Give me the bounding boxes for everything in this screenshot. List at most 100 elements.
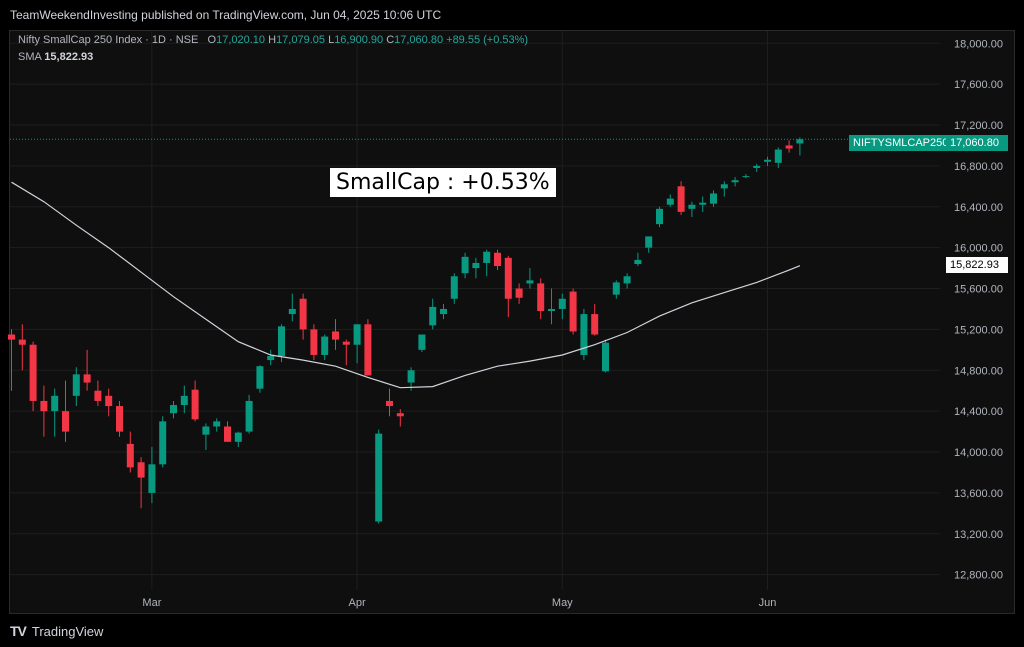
candle-body	[288, 308, 296, 315]
candle-body	[72, 374, 80, 396]
candle-body	[245, 400, 253, 432]
candle-body	[753, 165, 761, 168]
candle-body	[224, 426, 231, 442]
candle-body	[105, 395, 113, 407]
candle-body	[504, 257, 512, 299]
annotation-label[interactable]: SmallCap : +0.53%	[330, 168, 556, 197]
candle-body	[278, 326, 285, 356]
candle-body	[213, 421, 221, 427]
sma-value: 15,822.93	[44, 51, 94, 63]
candle-body	[483, 251, 491, 263]
tradingview-logo-icon[interactable]: TV	[10, 623, 27, 639]
close-label: C	[386, 34, 395, 46]
candle-body	[558, 298, 566, 309]
candle-body	[375, 433, 383, 522]
candle-body	[472, 262, 480, 269]
y-tick-label: 16,000.00	[954, 243, 1003, 255]
candle-body	[332, 331, 339, 340]
candle-body	[537, 283, 545, 312]
candle-body	[310, 329, 318, 355]
candle-body	[634, 259, 642, 265]
publish-note: TeamWeekendInvesting published on Tradin…	[10, 8, 442, 22]
candle-body	[396, 413, 404, 417]
candle-body	[440, 308, 447, 315]
symbol-price-tag: NIFTYSMLCAP250	[849, 135, 953, 151]
candle-body	[83, 374, 91, 383]
candle-body	[602, 342, 609, 372]
candle-body	[321, 336, 329, 355]
y-tick-label: 17,600.00	[954, 79, 1003, 91]
y-tick-label: 14,000.00	[954, 447, 1003, 459]
candle-body	[170, 405, 177, 414]
candle-body	[191, 389, 199, 420]
y-tick-label: 18,000.00	[954, 38, 1003, 50]
candle-body	[429, 306, 437, 326]
candle-body	[353, 324, 361, 345]
ohlc-legend: Nifty SmallCap 250 Index · 1D · NSE O17,…	[18, 34, 528, 46]
last-price-tag: 17,060.80	[946, 135, 1008, 151]
candle-body	[461, 256, 469, 274]
candle-body	[342, 341, 350, 345]
candle-body	[785, 145, 793, 149]
candle-body	[796, 139, 804, 144]
candle-body	[569, 291, 577, 332]
candle-body	[137, 462, 145, 478]
candle-body	[299, 298, 307, 330]
change-value: +89.55 (+0.53%)	[446, 34, 529, 46]
low-label: L	[328, 34, 335, 46]
y-tick-label: 12,800.00	[954, 570, 1003, 582]
y-tick-label: 15,200.00	[954, 324, 1003, 336]
open-value: 17,020.10	[216, 34, 266, 46]
candle-body	[267, 355, 275, 361]
candle-body	[18, 339, 26, 345]
candle-body	[731, 180, 739, 183]
candle-body	[62, 411, 69, 432]
y-tick-label: 13,200.00	[954, 529, 1003, 541]
brand-name[interactable]: TradingView	[31, 623, 104, 639]
candle-body	[202, 426, 210, 435]
y-tick-label: 14,400.00	[954, 406, 1003, 418]
candle-body	[720, 184, 728, 189]
candle-body	[699, 202, 707, 205]
candle-body	[656, 208, 663, 225]
candle-body	[580, 314, 588, 355]
candle-body	[645, 236, 653, 248]
candle-body	[256, 366, 264, 389]
y-tick-label: 13,600.00	[954, 488, 1003, 500]
high-label: H	[268, 34, 277, 46]
chart-panel[interactable]	[9, 30, 1015, 614]
candle-body	[666, 198, 674, 205]
y-tick-label: 16,800.00	[954, 161, 1003, 173]
candle-body	[612, 282, 620, 295]
candle-body	[623, 276, 631, 284]
candle-body	[591, 314, 599, 335]
candle-body	[8, 334, 15, 340]
sma-price-tag: 15,822.93	[946, 257, 1008, 273]
candle-body	[677, 186, 685, 212]
candle-body	[51, 395, 59, 412]
y-tick-label: 14,800.00	[954, 365, 1003, 377]
candle-body	[407, 370, 415, 383]
close-value: 17,060.80	[394, 34, 444, 46]
candle-body	[526, 280, 534, 284]
candle-body	[742, 176, 750, 178]
x-tick-label: Jun	[759, 597, 777, 609]
candle-body	[29, 344, 37, 401]
candle-body	[40, 400, 48, 412]
candle-body	[764, 159, 771, 162]
candle-body	[688, 204, 696, 209]
low-value: 16,900.90	[334, 34, 384, 46]
candle-body	[418, 334, 426, 350]
x-tick-label: Apr	[349, 597, 366, 609]
candle-body	[94, 390, 102, 401]
y-tick-label: 15,600.00	[954, 284, 1003, 296]
footer: TV TradingView	[10, 623, 103, 639]
y-tick-label: 16,400.00	[954, 202, 1003, 214]
x-tick-label: Mar	[142, 597, 161, 609]
candle-body	[548, 308, 555, 312]
x-tick-label: May	[552, 597, 573, 609]
symbol-label[interactable]: Nifty SmallCap 250 Index · 1D · NSE	[18, 34, 199, 46]
candle-body	[774, 149, 782, 163]
sma-legend[interactable]: SMA 15,822.93	[18, 51, 93, 63]
